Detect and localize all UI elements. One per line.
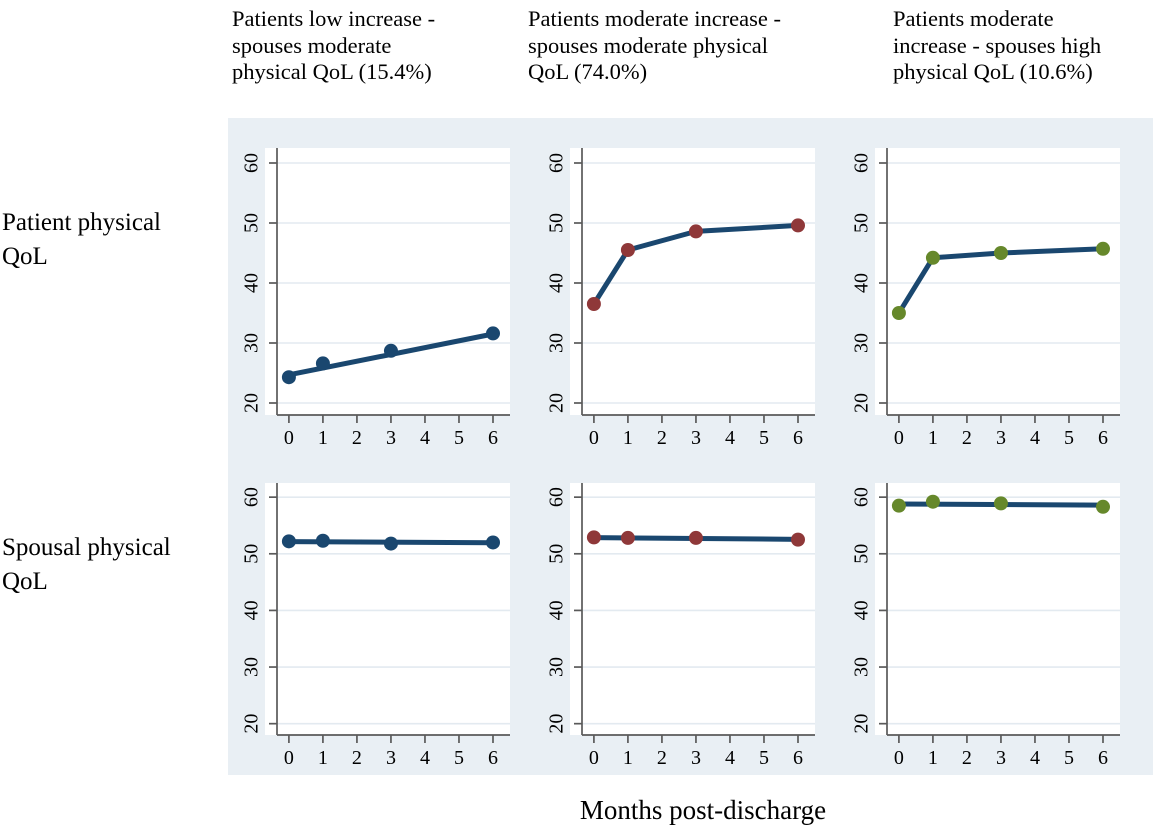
svg-text:60: 60 xyxy=(546,153,568,173)
svg-text:2: 2 xyxy=(962,747,972,769)
svg-text:6: 6 xyxy=(793,747,803,769)
svg-text:20: 20 xyxy=(241,393,263,413)
svg-text:30: 30 xyxy=(241,657,263,677)
svg-text:40: 40 xyxy=(241,273,263,293)
svg-text:20: 20 xyxy=(546,714,568,734)
svg-text:6: 6 xyxy=(488,427,498,449)
row-label-patient-qol: Patient physical QoL xyxy=(2,209,161,270)
svg-text:5: 5 xyxy=(759,427,769,449)
column-title-class2: Patients moderate increase - spouses mod… xyxy=(528,6,782,85)
panel-patient-class2: 20 30 40 50 60 0 1 2 3 4 5 6 xyxy=(546,148,815,449)
svg-text:4: 4 xyxy=(1030,747,1040,769)
svg-text:60: 60 xyxy=(851,153,873,173)
svg-text:30: 30 xyxy=(851,657,873,677)
svg-text:60: 60 xyxy=(241,153,263,173)
svg-text:50: 50 xyxy=(546,544,568,564)
svg-text:1: 1 xyxy=(318,427,328,449)
svg-text:60: 60 xyxy=(546,487,568,507)
row-label-spousal-qol: Spousal physical QoL xyxy=(2,534,171,595)
svg-text:4: 4 xyxy=(1030,427,1040,449)
panel-patient-class1: 20 30 40 50 60 0 1 2 3 4 5 6 xyxy=(241,148,510,449)
svg-text:5: 5 xyxy=(759,747,769,769)
svg-text:3: 3 xyxy=(386,747,396,769)
svg-text:20: 20 xyxy=(851,714,873,734)
svg-text:2: 2 xyxy=(657,747,667,769)
svg-text:4: 4 xyxy=(725,747,735,769)
svg-text:6: 6 xyxy=(1098,747,1108,769)
panel-spouse-class1: 20 30 40 50 60 0 1 2 3 4 5 6 xyxy=(241,483,510,769)
svg-text:2: 2 xyxy=(962,427,972,449)
svg-text:3: 3 xyxy=(386,427,396,449)
svg-text:50: 50 xyxy=(241,544,263,564)
svg-text:30: 30 xyxy=(241,333,263,353)
svg-text:1: 1 xyxy=(928,427,938,449)
svg-text:0: 0 xyxy=(894,747,904,769)
svg-text:3: 3 xyxy=(691,747,701,769)
svg-text:3: 3 xyxy=(996,747,1006,769)
svg-text:5: 5 xyxy=(454,747,464,769)
panel-patient-class3: 20 30 40 50 60 0 1 2 3 4 5 6 xyxy=(851,148,1120,449)
svg-text:20: 20 xyxy=(241,714,263,734)
svg-text:5: 5 xyxy=(1064,427,1074,449)
svg-text:40: 40 xyxy=(241,600,263,620)
svg-text:30: 30 xyxy=(546,333,568,353)
svg-text:5: 5 xyxy=(454,427,464,449)
panel-spouse-class2: 20 30 40 50 60 0 1 2 3 4 5 6 xyxy=(546,483,815,769)
svg-text:0: 0 xyxy=(589,427,599,449)
svg-text:50: 50 xyxy=(851,544,873,564)
svg-text:40: 40 xyxy=(546,600,568,620)
svg-text:0: 0 xyxy=(284,747,294,769)
svg-text:6: 6 xyxy=(793,427,803,449)
svg-text:1: 1 xyxy=(318,747,328,769)
panel-spouse-class3: 20 30 40 50 60 0 1 2 3 4 5 6 xyxy=(851,483,1120,769)
svg-text:20: 20 xyxy=(851,393,873,413)
svg-text:1: 1 xyxy=(623,747,633,769)
svg-text:2: 2 xyxy=(352,747,362,769)
svg-text:1: 1 xyxy=(928,747,938,769)
column-title-class3: Patients moderate increase - spouses hig… xyxy=(893,6,1102,85)
svg-text:5: 5 xyxy=(1064,747,1074,769)
svg-text:30: 30 xyxy=(546,657,568,677)
svg-text:6: 6 xyxy=(488,747,498,769)
svg-text:30: 30 xyxy=(851,333,873,353)
svg-text:50: 50 xyxy=(241,213,263,233)
svg-text:2: 2 xyxy=(352,427,362,449)
svg-text:50: 50 xyxy=(851,213,873,233)
svg-text:4: 4 xyxy=(725,427,735,449)
svg-text:60: 60 xyxy=(241,487,263,507)
svg-text:0: 0 xyxy=(284,427,294,449)
svg-text:6: 6 xyxy=(1098,427,1108,449)
svg-text:60: 60 xyxy=(851,487,873,507)
svg-text:2: 2 xyxy=(657,427,667,449)
svg-text:40: 40 xyxy=(851,273,873,293)
svg-text:3: 3 xyxy=(691,427,701,449)
svg-text:0: 0 xyxy=(589,747,599,769)
x-axis-title: Months post-discharge xyxy=(579,795,827,825)
svg-text:3: 3 xyxy=(996,427,1006,449)
svg-text:40: 40 xyxy=(546,273,568,293)
column-title-class1: Patients low increase - spouses moderate… xyxy=(232,6,436,85)
svg-text:20: 20 xyxy=(546,393,568,413)
svg-text:4: 4 xyxy=(420,427,430,449)
svg-text:4: 4 xyxy=(420,747,430,769)
svg-text:50: 50 xyxy=(546,213,568,233)
svg-text:0: 0 xyxy=(894,427,904,449)
svg-text:40: 40 xyxy=(851,600,873,620)
svg-text:1: 1 xyxy=(623,427,633,449)
